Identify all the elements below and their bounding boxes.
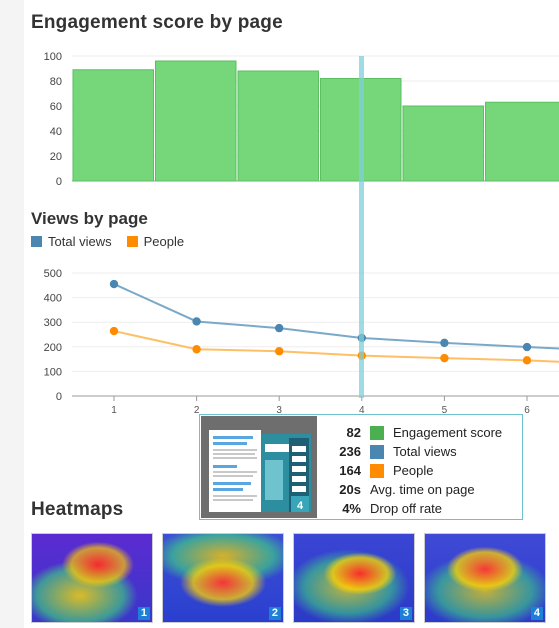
point-total-views-6[interactable] [522, 342, 532, 352]
tooltip-row: 82 Engagement score [327, 423, 503, 442]
y-tick-label: 60 [50, 101, 62, 113]
x-tick-label: 4 [359, 405, 365, 416]
heatmap-page-number: 3 [399, 607, 412, 620]
tooltip-value: 20s [339, 482, 361, 497]
tooltip-label: Total views [393, 444, 457, 459]
page-thumbnail-image: 4 [209, 430, 311, 512]
bar-page-6[interactable] [485, 101, 559, 182]
heatmap-page-number: 4 [530, 607, 543, 620]
y-tick-label: 100 [44, 366, 62, 378]
tooltip-value: 82 [346, 425, 361, 440]
thumbnail-page-number: 4 [297, 500, 304, 512]
heatmap-page-number: 2 [268, 607, 281, 620]
tooltip-swatch [370, 425, 384, 440]
y-tick-label: 200 [44, 342, 62, 354]
tooltip-row: 20s Avg. time on page [327, 480, 502, 499]
y-tick-label: 0 [56, 176, 62, 188]
heatmaps-title: Heatmaps [31, 499, 124, 520]
y-tick-label: 300 [44, 317, 62, 329]
tooltip-value: 236 [339, 444, 361, 459]
heatmap-thumbnail-4[interactable]: 4 [424, 533, 546, 623]
legend-item-people[interactable]: People [126, 234, 185, 249]
legend-label: People [143, 234, 185, 249]
views-line-chart[interactable]: 0 100 200 300 400 500 1 2 3 4 5 6 [0, 260, 559, 420]
heatmap-thumbnail-2[interactable]: 2 [162, 533, 284, 623]
point-people-6[interactable] [522, 356, 532, 365]
engagement-bar-chart[interactable]: 0 20 40 60 80 100 [0, 40, 559, 200]
page-tooltip: 4 82 Engagement score 236 Total views 164 Peo… [199, 414, 523, 520]
tooltip-label: People [393, 463, 434, 478]
tooltip-label: Avg. time on page [370, 482, 475, 497]
people-swatch [126, 236, 138, 247]
y-tick-label: 100 [44, 51, 62, 63]
bar-page-5[interactable] [402, 105, 484, 182]
point-people-5[interactable] [440, 353, 449, 363]
legend-item-total-views[interactable]: Total views [31, 234, 112, 249]
views-chart-title: Views by page [31, 209, 148, 228]
point-total-views-1[interactable] [109, 279, 119, 289]
y-tick-label: 20 [50, 151, 62, 163]
x-tick-label: 2 [194, 405, 200, 416]
y-tick-label: 80 [50, 76, 62, 88]
heatmap-thumbnail-1[interactable]: 1 [31, 533, 153, 623]
tooltip-row: 236 Total views [327, 442, 502, 461]
x-tick-label: 6 [524, 405, 530, 416]
y-tick-label: 0 [56, 391, 62, 403]
hover-highlight-band [359, 56, 364, 398]
heatmap-thumbnails: 1 2 3 4 [31, 533, 555, 623]
y-tick-label: 400 [44, 293, 62, 305]
tooltip-swatch [370, 444, 384, 459]
point-total-views-3[interactable] [275, 323, 284, 333]
tooltip-value: 164 [339, 463, 361, 478]
x-tick-label: 1 [111, 405, 117, 416]
tooltip-row: 164 People [327, 461, 502, 480]
x-tick-label: 5 [442, 405, 448, 416]
bar-page-1[interactable] [72, 69, 154, 182]
bar-page-3[interactable] [237, 70, 319, 182]
point-people-2[interactable] [192, 345, 201, 354]
tooltip-row: 4% Drop off rate [327, 499, 502, 518]
point-people-1[interactable] [109, 326, 119, 336]
y-tick-label: 500 [44, 268, 62, 280]
bar-page-2[interactable] [155, 60, 237, 182]
heatmap-thumbnail-3[interactable]: 3 [293, 533, 415, 623]
total-views-swatch [31, 236, 42, 247]
tooltip-value: 4% [342, 501, 361, 516]
engagement-chart-title: Engagement score by page [31, 12, 283, 33]
tooltip-label: Engagement score [393, 425, 503, 440]
page-thumbnail: 4 [201, 416, 317, 518]
point-total-views-2[interactable] [192, 317, 201, 326]
point-total-views-5[interactable] [440, 338, 449, 348]
series-line-total-views [113, 283, 559, 350]
legend-label: Total views [48, 234, 112, 249]
views-legend: Total views People [31, 234, 199, 249]
y-tick-label: 40 [50, 126, 62, 138]
tooltip-label: Drop off rate [370, 501, 443, 516]
heatmap-page-number: 1 [137, 607, 150, 620]
tooltip-rows: 82 Engagement score 236 Total views 164 Peopl… [327, 423, 502, 518]
tooltip-swatch [370, 463, 384, 478]
x-tick-label: 3 [276, 405, 282, 416]
point-people-3[interactable] [275, 347, 284, 356]
